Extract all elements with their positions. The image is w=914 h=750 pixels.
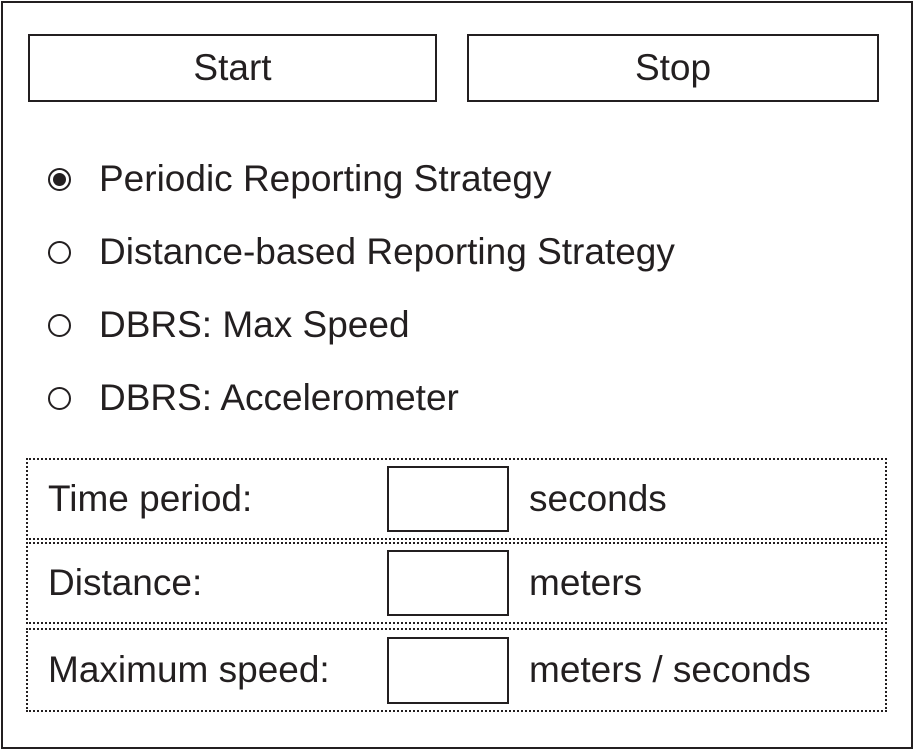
strategy-label-distance-based: Distance-based Reporting Strategy [99,231,675,272]
distance-row: Distance: meters [26,542,887,624]
distance-label: Distance: [48,562,203,603]
max-speed-unit: meters / seconds [529,649,811,690]
distance-input[interactable] [387,550,509,616]
max-speed-label: Maximum speed: [48,649,330,690]
strategy-option-periodic[interactable]: Periodic Reporting Strategy [48,157,551,201]
strategy-option-dbrs-max-speed[interactable]: DBRS: Max Speed [48,303,410,347]
max-speed-input[interactable] [387,637,509,704]
radio-button-periodic[interactable] [48,167,71,191]
time-period-row: Time period: seconds [26,458,887,540]
radio-selected-dot [53,172,66,186]
start-button[interactable]: Start [28,34,437,102]
max-speed-row: Maximum speed: meters / seconds [26,628,887,712]
time-period-unit: seconds [529,478,667,519]
strategy-label-dbrs-accelerometer: DBRS: Accelerometer [99,377,459,418]
radio-button-dbrs-max-speed[interactable] [48,313,71,337]
stop-button[interactable]: Stop [467,34,879,102]
time-period-label: Time period: [48,478,253,519]
time-period-input[interactable] [387,466,509,532]
radio-button-dbrs-accelerometer[interactable] [48,386,71,410]
strategy-option-dbrs-accelerometer[interactable]: DBRS: Accelerometer [48,376,459,420]
distance-unit: meters [529,562,643,603]
radio-button-distance-based[interactable] [48,240,71,264]
strategy-option-distance-based[interactable]: Distance-based Reporting Strategy [48,230,675,274]
strategy-label-dbrs-max-speed: DBRS: Max Speed [99,304,410,345]
strategy-label-periodic: Periodic Reporting Strategy [99,158,552,199]
